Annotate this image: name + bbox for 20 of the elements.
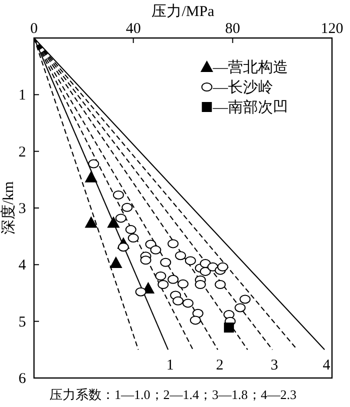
xtick: 40 bbox=[126, 21, 141, 37]
legend-label: —南部次凹 bbox=[212, 100, 288, 116]
ytick: 2 bbox=[18, 144, 26, 160]
series-label: 3 bbox=[270, 358, 278, 374]
series-label: 1 bbox=[166, 358, 174, 374]
series-label: 4 bbox=[322, 358, 330, 374]
xtick: 120 bbox=[320, 21, 344, 37]
ytick: 1 bbox=[18, 88, 26, 104]
ytick: 3 bbox=[18, 201, 26, 217]
ylabel: 深度/km bbox=[1, 181, 17, 235]
ytick: 6 bbox=[18, 371, 26, 387]
series-label: 2 bbox=[216, 358, 224, 374]
ytick: 5 bbox=[18, 314, 26, 330]
ytick: 4 bbox=[18, 258, 26, 274]
xlabel: 压力/MPa bbox=[152, 4, 214, 20]
xtick: 0 bbox=[30, 21, 38, 37]
annotation: 压力系数：1—1.0；2—1.4；3—1.8；4—2.3 bbox=[50, 387, 296, 402]
xtick: 80 bbox=[225, 21, 240, 37]
legend-label: —营北构造 bbox=[212, 60, 288, 76]
legend-label: —长沙岭 bbox=[212, 80, 273, 96]
